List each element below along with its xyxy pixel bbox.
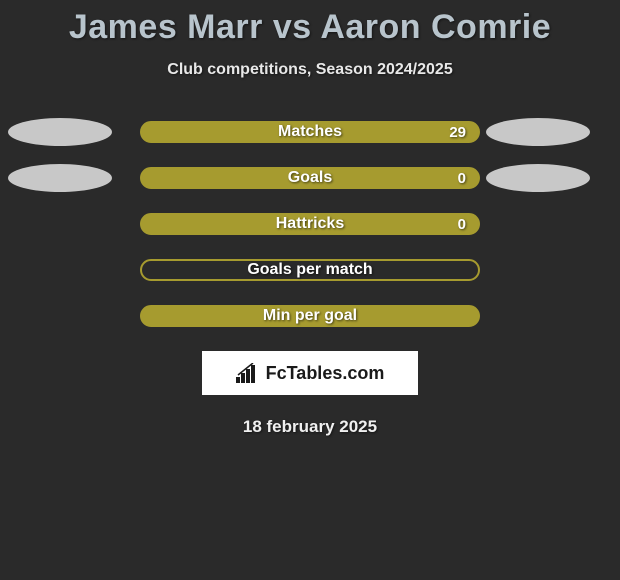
stat-label: Matches	[278, 123, 342, 141]
stat-row: Goals 0	[0, 167, 620, 189]
stat-bar: Goals per match	[140, 259, 480, 281]
stat-bar: Matches 29	[140, 121, 480, 143]
stat-bar: Min per goal	[140, 305, 480, 327]
stat-bar: Hattricks 0	[140, 213, 480, 235]
stat-row: Hattricks 0	[0, 213, 620, 235]
stat-value-right: 0	[458, 216, 466, 233]
logo-box: FcTables.com	[202, 351, 418, 395]
right-value-ellipse	[486, 164, 590, 192]
right-value-ellipse	[486, 118, 590, 146]
page-title: James Marr vs Aaron Comrie	[0, 8, 620, 47]
stat-label: Hattricks	[276, 215, 344, 233]
left-value-ellipse	[8, 164, 112, 192]
date-text: 18 february 2025	[0, 417, 620, 437]
stat-value-right: 0	[458, 170, 466, 187]
comparison-container: James Marr vs Aaron Comrie Club competit…	[0, 0, 620, 437]
stat-value-right: 29	[449, 124, 466, 141]
stat-label: Min per goal	[263, 307, 357, 325]
stat-row: Goals per match	[0, 259, 620, 281]
stat-row: Matches 29	[0, 121, 620, 143]
subtitle: Club competitions, Season 2024/2025	[0, 61, 620, 79]
logo-text: FcTables.com	[266, 363, 385, 384]
logo-content: FcTables.com	[236, 363, 385, 384]
stat-bar: Goals 0	[140, 167, 480, 189]
chart-icon	[236, 363, 260, 383]
stats-area: Matches 29 Goals 0 Hattricks 0 Goals per match…	[0, 121, 620, 327]
stat-label: Goals	[288, 169, 332, 187]
stat-label: Goals per match	[247, 261, 372, 279]
left-value-ellipse	[8, 118, 112, 146]
stat-row: Min per goal	[0, 305, 620, 327]
